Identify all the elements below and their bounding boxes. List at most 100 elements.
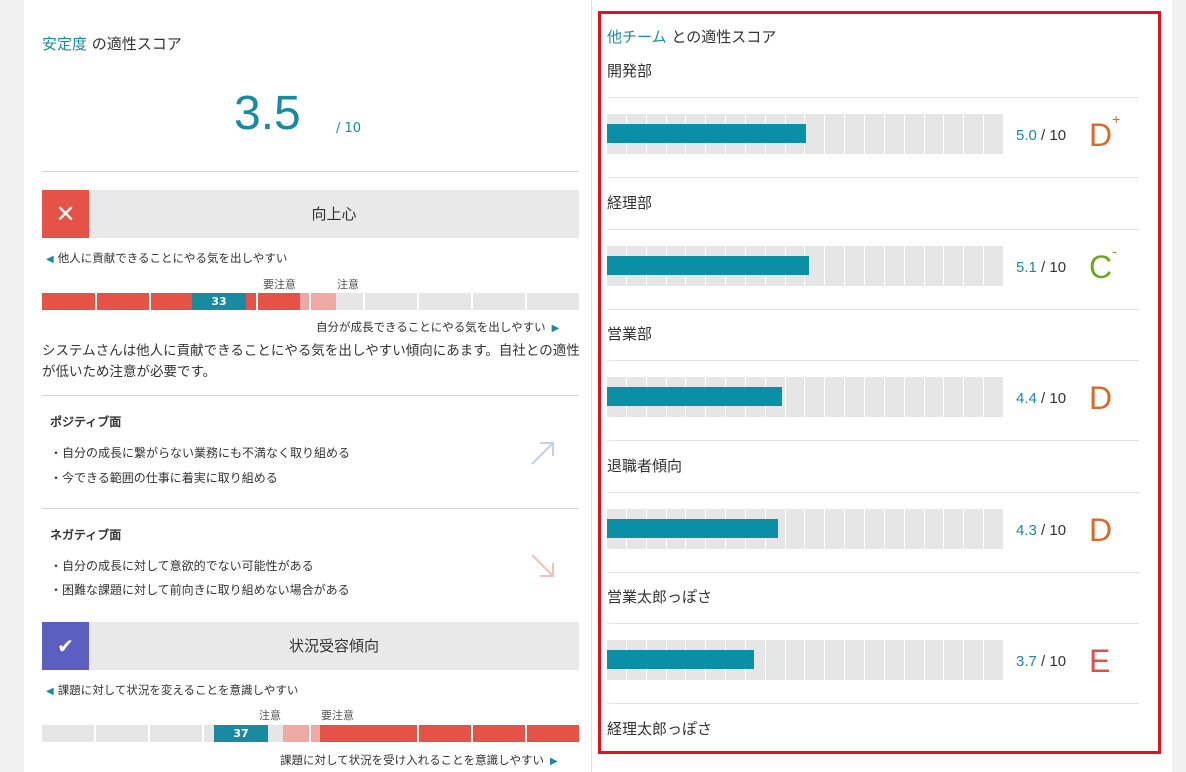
team-score-value: 4.3 xyxy=(1016,521,1037,539)
team-score: 4.3 / 10 xyxy=(1016,522,1066,539)
scale-gap xyxy=(309,293,311,310)
bar-grid-cell xyxy=(845,377,865,417)
bar-grid-cell xyxy=(964,640,985,680)
trait-header-ambition[interactable]: ✕ 向上心 xyxy=(42,190,579,238)
bar-grid-cell xyxy=(865,508,885,549)
bar-grid-cell xyxy=(885,245,905,286)
stability-score-total: / 10 xyxy=(336,121,362,136)
team-grade-letter: D xyxy=(1089,117,1113,153)
team-score-total: / 10 xyxy=(1041,127,1067,144)
row-divider xyxy=(607,308,1139,310)
team-fit-title: 他チーム との適性スコア xyxy=(607,26,776,47)
check-icon: ✔ xyxy=(57,634,74,658)
team-fit-title-rest: との適性スコア xyxy=(671,28,777,46)
trait-name: 状況受容傾向 xyxy=(288,637,379,655)
bar-grid-cell xyxy=(925,114,945,154)
bar-grid-cell xyxy=(964,114,985,154)
negative-item: ・困難な課題に対して前向きに取り組めない場合がある xyxy=(50,583,350,597)
bar-grid-cell xyxy=(805,245,826,286)
row-divider xyxy=(607,228,1139,230)
bar-grid-cell xyxy=(925,508,945,549)
row-divider xyxy=(607,623,1139,624)
bar-grid-cell xyxy=(746,640,766,680)
bar-grid-cell xyxy=(805,640,826,680)
trait-left-hint-text: 課題に対して状況を変えることを意識しやすい xyxy=(57,683,299,697)
caret-left-icon: ◀ xyxy=(46,254,54,265)
bar-grid-cell xyxy=(984,508,1004,549)
positive-item-text: 今できる範囲の仕事に着実に取り組める xyxy=(62,471,278,485)
team-grade-letter: E xyxy=(1089,643,1111,679)
scale-gap xyxy=(471,725,473,742)
scale-danger-zone xyxy=(320,725,579,742)
bar-grid-cell xyxy=(944,640,965,680)
scale-segment xyxy=(149,725,202,742)
team-grade-letter: D xyxy=(1089,380,1113,416)
team-score-fill xyxy=(607,124,806,143)
team-score: 5.0 / 10 xyxy=(1016,127,1066,144)
bar-grid-cell xyxy=(964,245,985,286)
bar-grid-cell xyxy=(825,245,846,286)
team-score-value: 4.4 xyxy=(1016,390,1037,407)
scale-segment xyxy=(473,293,526,310)
row-divider xyxy=(607,703,1139,704)
trait-name: 向上心 xyxy=(311,205,357,223)
trait-left-hint: ◀ 課題に対して状況を変えることを意識しやすい xyxy=(46,682,298,698)
bar-grid-cell xyxy=(805,114,826,154)
scale-segment xyxy=(365,293,418,310)
highlight-frame xyxy=(598,11,1161,754)
trait-header-acceptance[interactable]: ✔ 状況受容傾向 xyxy=(42,622,579,670)
divider xyxy=(42,395,579,396)
bar-grid-cell xyxy=(845,114,865,154)
bar-grid-cell xyxy=(865,114,885,154)
bar-grid-cell xyxy=(825,640,846,680)
bar-grid-cell xyxy=(766,640,786,680)
scale-segment xyxy=(419,293,472,310)
zone-label-warning: 要注意 xyxy=(321,709,354,722)
scale-gap xyxy=(309,725,311,742)
row-divider xyxy=(607,571,1139,573)
caret-right-icon: ▶ xyxy=(550,756,558,767)
bar-grid-cell xyxy=(984,114,1004,154)
trait-right-hint-text: 課題に対して状況を受け入れることを意識しやすい xyxy=(280,753,545,767)
negative-item-text: 困難な課題に対して前向きに取り組めない場合がある xyxy=(62,583,350,597)
trait-left-hint-text: 他人に貢献できることにやる気を出しやすい xyxy=(57,251,288,265)
divider xyxy=(42,171,579,172)
trait-ok-mark: ✔ xyxy=(42,622,89,670)
team-name: 経理太郎っぽさ xyxy=(607,719,713,738)
team-grade: D+ xyxy=(1089,111,1120,154)
bar-grid-cell xyxy=(944,245,965,286)
team-name: 営業部 xyxy=(607,325,653,343)
positive-title: ポジティブ面 xyxy=(50,415,122,429)
bar-grid-cell xyxy=(925,640,945,680)
negative-item: ・自分の成長に対して意欲的でない可能性がある xyxy=(50,559,314,573)
bar-grid-cell xyxy=(925,245,945,286)
row-divider xyxy=(607,97,1139,98)
bar-grid-cell xyxy=(885,377,905,417)
scale-gap xyxy=(95,293,97,310)
trait-left-hint: ◀ 他人に貢献できることにやる気を出しやすい xyxy=(46,250,287,266)
bar-grid-cell xyxy=(865,245,885,286)
bar-grid-cell xyxy=(905,640,925,680)
team-score-bar xyxy=(607,508,1004,549)
team-score-fill xyxy=(607,518,778,538)
bar-grid-cell xyxy=(845,640,865,680)
team-score-bar xyxy=(607,377,1004,417)
caret-right-icon: ▶ xyxy=(551,323,560,334)
team-grade-modifier: + xyxy=(1112,111,1121,127)
scale-caution-zone xyxy=(283,725,320,742)
zone-label-caution: 注意 xyxy=(337,278,359,291)
bar-grid-cell xyxy=(984,245,1004,286)
team-score-bar xyxy=(607,114,1004,154)
scale-segment xyxy=(527,293,580,310)
team-score-fill xyxy=(607,387,782,406)
bar-grid-cell xyxy=(845,508,865,549)
team-score-total: / 10 xyxy=(1041,521,1067,539)
row-divider xyxy=(607,440,1139,441)
bar-grid-cell xyxy=(984,377,1004,417)
team-grade: E xyxy=(1089,643,1110,680)
trait-value-badge: 33 xyxy=(192,293,246,310)
team-grade: D xyxy=(1089,512,1112,549)
scale-danger-zone xyxy=(42,293,300,310)
team-score-fill xyxy=(607,650,754,669)
team-grade-letter: D xyxy=(1089,511,1113,548)
